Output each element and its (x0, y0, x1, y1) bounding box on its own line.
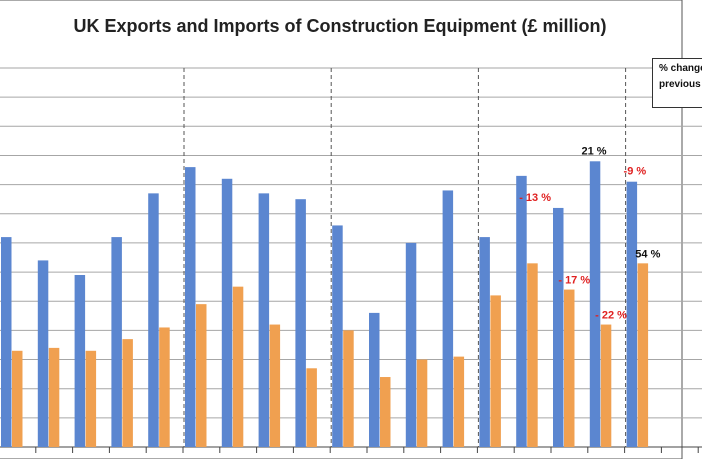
bar-series-a (185, 167, 196, 447)
bar-series-b (490, 295, 501, 447)
bar-series-a (516, 175, 527, 447)
change-annotation: - 22 % (595, 310, 627, 322)
bar-series-b (122, 339, 133, 447)
bar-series-b (269, 324, 281, 447)
bar-series-b (637, 263, 649, 447)
change-annotation: 21 % (582, 145, 607, 157)
bar-series-a (148, 193, 159, 447)
chart-frame (0, 0, 683, 459)
change-note-box: % change on previous (652, 58, 702, 108)
bar-series-b (453, 356, 465, 447)
bar-series-b (564, 289, 575, 447)
bar-series-a (221, 178, 233, 448)
bar-series-b (527, 263, 538, 447)
bar-series-b (85, 350, 97, 447)
bar-series-b (380, 377, 391, 447)
bar-series-b (159, 327, 170, 447)
bar-series-b (232, 286, 244, 447)
bar-series-a (111, 237, 122, 447)
change-annotation: - 13 % (519, 192, 551, 204)
bar-series-a (369, 312, 380, 447)
bar-series-a (74, 274, 86, 447)
bar-series-a (626, 181, 638, 447)
bar-series-b (196, 304, 207, 447)
change-note-line-1: % change on (659, 63, 702, 74)
change-annotation: - 17 % (558, 275, 590, 287)
bar-series-b (306, 368, 317, 447)
change-annotation: 54 % (635, 248, 660, 260)
bar-series-b (12, 350, 23, 447)
bar-series-a (442, 190, 454, 447)
bar-series-b (48, 347, 60, 447)
bar-series-a (589, 161, 601, 448)
change-annotation: -9 % (624, 166, 647, 178)
bar-series-a (479, 237, 490, 447)
bar-series-a (295, 199, 306, 447)
bar-series-a (405, 242, 417, 447)
chart-title: UK Exports and Imports of Construction E… (73, 16, 607, 36)
bar-series-a (258, 193, 270, 447)
bar-series-a (37, 260, 49, 447)
bar-series-a (1, 237, 12, 447)
bar-series-b (416, 359, 428, 447)
bar-series-b (343, 330, 354, 447)
bar-series-b (600, 324, 612, 447)
bar-series-a (332, 225, 343, 447)
bar-series-a (553, 207, 564, 447)
change-note-line-2: previous (659, 79, 701, 90)
